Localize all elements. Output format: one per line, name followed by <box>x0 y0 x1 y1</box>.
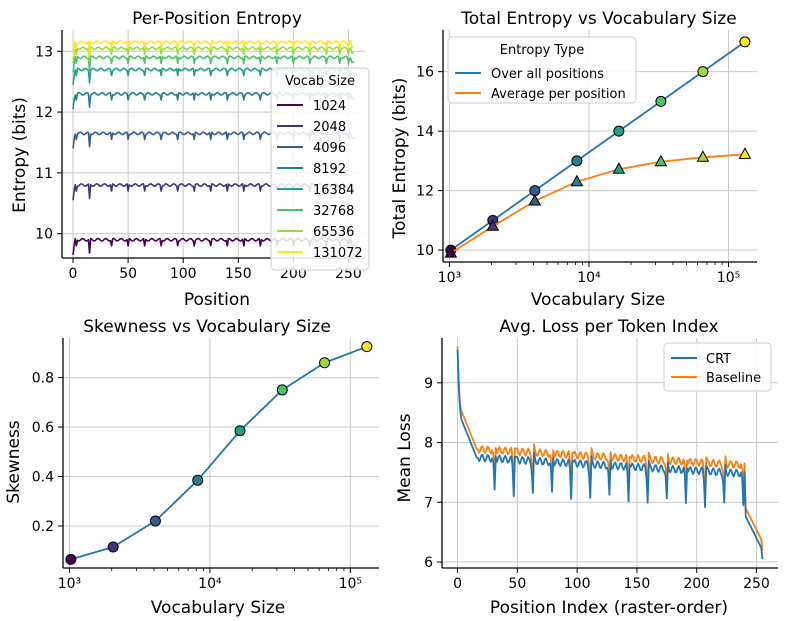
data-point <box>697 66 709 78</box>
legend-label-1024: 1024 <box>313 99 346 114</box>
y-tick-label: 12 <box>416 184 434 200</box>
legend-label-131072: 131072 <box>313 246 363 261</box>
y-tick-label: 0.4 <box>32 469 54 485</box>
data-point <box>276 384 288 396</box>
series-line-65536 <box>72 46 354 64</box>
y-tick-label: 16 <box>416 65 434 81</box>
x-tick-label: 250 <box>743 576 770 592</box>
data-point <box>319 357 331 369</box>
y-tick-label: 12 <box>35 105 53 121</box>
x-tick-label: 100 <box>564 576 591 592</box>
data-point <box>696 150 710 162</box>
legend-label: Average per position <box>491 87 626 102</box>
series-line-32768 <box>72 55 354 73</box>
x-tick-label: 10³ <box>58 576 81 592</box>
series-line-over-all-positions <box>450 41 746 251</box>
data-point <box>654 154 668 167</box>
data-point <box>655 95 667 107</box>
legend-title: Entropy Type <box>500 43 585 58</box>
data-point <box>738 147 752 159</box>
chart-title: Skewness vs Vocabulary Size <box>83 317 331 337</box>
legend-label-8192: 8192 <box>313 162 346 177</box>
data-point <box>528 193 542 206</box>
x-tick-label: 50 <box>119 266 137 282</box>
legend-label: Baseline <box>706 371 761 386</box>
x-tick-label: 0 <box>69 266 78 282</box>
x-tick-label: 0 <box>453 576 462 592</box>
total-entropy-panel: Total Entropy vs Vocabulary Size Vocabul… <box>390 9 757 310</box>
legend-box <box>663 342 772 392</box>
x-tick-label: 150 <box>624 576 651 592</box>
legend-label: CRT <box>706 352 731 367</box>
data-point <box>612 162 626 174</box>
skewness-panel: Skewness vs Vocabulary Size Vocabulary S… <box>4 317 379 618</box>
x-tick-label: 200 <box>683 576 710 592</box>
x-axis-label: Vocabulary Size <box>531 290 666 310</box>
x-tick-label: 10⁵ <box>717 270 740 286</box>
x-axis-label: Position <box>184 290 250 310</box>
data-point <box>739 36 751 48</box>
legend-title: Vocab Size <box>285 74 355 89</box>
x-tick-label: 10⁵ <box>339 576 362 592</box>
y-tick-label: 9 <box>424 376 433 392</box>
series-line-131072 <box>72 40 354 58</box>
y-tick-label: 10 <box>35 227 53 243</box>
x-tick-label: 10⁴ <box>198 576 222 592</box>
y-tick-label: 14 <box>416 124 434 140</box>
avg-loss-panel: Avg. Loss per Token Index Position Index… <box>395 317 778 618</box>
data-point <box>234 425 246 437</box>
legend-label-65536: 65536 <box>313 225 354 240</box>
legend-label-2048: 2048 <box>313 120 346 135</box>
legend-label-4096: 4096 <box>313 141 346 156</box>
y-axis-label: Entropy (bits) <box>10 97 30 213</box>
legend-label-16384: 16384 <box>313 183 354 198</box>
data-point <box>107 541 119 553</box>
data-point <box>149 515 161 527</box>
y-tick-label: 13 <box>35 44 53 60</box>
y-tick-label: 6 <box>424 555 433 571</box>
legend-box <box>447 36 637 104</box>
data-point <box>571 155 583 167</box>
x-axis-label: Position Index (raster-order) <box>490 598 728 618</box>
data-point <box>570 174 584 187</box>
data-point <box>192 474 204 486</box>
y-tick-label: 8 <box>424 436 433 452</box>
legend-box <box>270 67 370 271</box>
series-line-skewness <box>70 345 368 561</box>
x-tick-label: 100 <box>170 266 197 282</box>
y-axis-label: Skewness <box>4 420 24 503</box>
legend-label: Over all positions <box>491 67 604 82</box>
y-tick-label: 7 <box>424 495 433 511</box>
y-tick-label: 11 <box>35 166 53 182</box>
data-point <box>486 219 500 231</box>
data-point <box>65 553 77 565</box>
x-axis-label: Vocabulary Size <box>151 598 286 618</box>
y-tick-label: 0.2 <box>32 519 54 535</box>
chart-title: Total Entropy vs Vocabulary Size <box>460 9 736 29</box>
per-position-entropy-panel: Per-Position Entropy Position Entropy (b… <box>10 9 370 310</box>
y-axis-label: Total Entropy (bits) <box>390 78 410 240</box>
y-axis-label: Mean Loss <box>395 413 415 502</box>
data-point <box>444 246 458 258</box>
y-tick-label: 0.8 <box>32 371 54 387</box>
y-tick-label: 0.6 <box>32 420 54 436</box>
chart-title: Avg. Loss per Token Index <box>499 317 718 337</box>
x-tick-label: 10⁴ <box>577 270 601 286</box>
legend-label-32768: 32768 <box>313 204 354 219</box>
data-point <box>613 125 625 137</box>
series-line-crt <box>456 349 764 560</box>
data-point <box>361 341 373 353</box>
x-tick-label: 10³ <box>438 270 461 286</box>
y-tick-label: 10 <box>416 243 434 259</box>
chart-title: Per-Position Entropy <box>132 9 302 29</box>
series-line-average-per-position <box>450 153 745 254</box>
x-tick-label: 150 <box>225 266 252 282</box>
x-tick-label: 50 <box>508 576 526 592</box>
